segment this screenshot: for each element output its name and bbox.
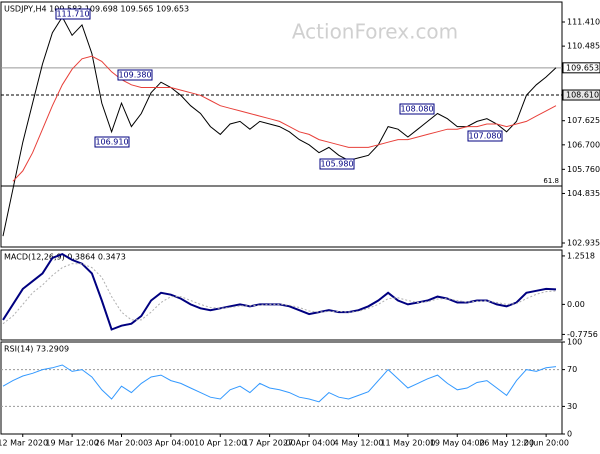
y-tick-label: 70 xyxy=(567,365,577,374)
annotation-box xyxy=(55,8,91,20)
x-tick-label: 26 May 12:00 xyxy=(479,439,534,448)
fib-label: 61.8 xyxy=(543,177,559,185)
y-tick-label: 110.485 xyxy=(567,42,600,51)
series-line xyxy=(2,263,557,325)
annotation: 108.080 xyxy=(400,105,433,114)
x-tick-label: 12 Mar 2020 xyxy=(0,439,48,448)
x-tick-label: 3 Apr 04:00 xyxy=(147,439,194,448)
x-tick-label: 11 May 20:00 xyxy=(380,439,435,448)
series-line xyxy=(2,364,557,403)
price-label: 108.610 xyxy=(566,91,599,100)
y-tick-label: 0.00 xyxy=(567,300,585,309)
y-tick-label: -0.7756 xyxy=(567,330,598,339)
annotation-box xyxy=(399,103,435,115)
y-tick-label: 30 xyxy=(567,402,577,411)
y-tick-label: 104.835 xyxy=(567,189,600,198)
annotation: 106.910 xyxy=(95,138,128,147)
panel-title: MACD(12,26,9) 0.3864 0.3473 xyxy=(4,253,126,262)
panel-frame xyxy=(0,249,563,341)
price-box xyxy=(562,89,600,101)
panel-frame xyxy=(0,1,563,248)
y-tick-label: 107.625 xyxy=(567,116,600,125)
y-tick-label: 100 xyxy=(567,338,582,347)
watermark: ActionForex.com xyxy=(292,20,458,44)
y-tick-label: 106.700 xyxy=(567,140,600,149)
x-tick-label: 4 May 12:00 xyxy=(334,439,384,448)
annotation-box xyxy=(467,130,503,142)
panel-title: USDJPY,H4 109.583 109.698 109.565 109.65… xyxy=(4,5,189,14)
x-tick-label: 10 Apr 12:00 xyxy=(194,439,246,448)
x-tick-label: 27 Apr 04:00 xyxy=(283,439,335,448)
annotation-box xyxy=(319,158,355,170)
annotation: 111.710 xyxy=(56,10,89,19)
price-box xyxy=(562,62,600,74)
series-line xyxy=(2,16,557,237)
y-tick-label: 111.410 xyxy=(567,18,600,27)
y-tick-label: 0 xyxy=(567,430,572,439)
y-tick-label: 102.935 xyxy=(567,239,600,248)
x-tick-label: 19 May 04:00 xyxy=(430,439,485,448)
y-tick-label: 1.2518 xyxy=(567,251,595,260)
annotation: 107.080 xyxy=(468,132,501,141)
x-tick-label: 26 Mar 20:00 xyxy=(95,439,148,448)
y-tick-label: 105.760 xyxy=(567,165,600,174)
annotation: 109.380 xyxy=(118,71,151,80)
x-tick-label: 19 Mar 12:00 xyxy=(45,439,98,448)
annotation-box xyxy=(117,69,153,81)
series-line xyxy=(12,55,557,182)
x-tick-label: 17 Apr 20:00 xyxy=(244,439,296,448)
annotation-box xyxy=(94,136,130,148)
panel-title: RSI(14) 73.2909 xyxy=(4,345,69,354)
x-tick-label: 2 Jun 20:00 xyxy=(523,439,569,448)
series-line xyxy=(2,252,557,331)
panel-frame xyxy=(0,341,563,435)
annotation: 105.980 xyxy=(320,160,353,169)
price-label: 109.653 xyxy=(566,63,599,72)
